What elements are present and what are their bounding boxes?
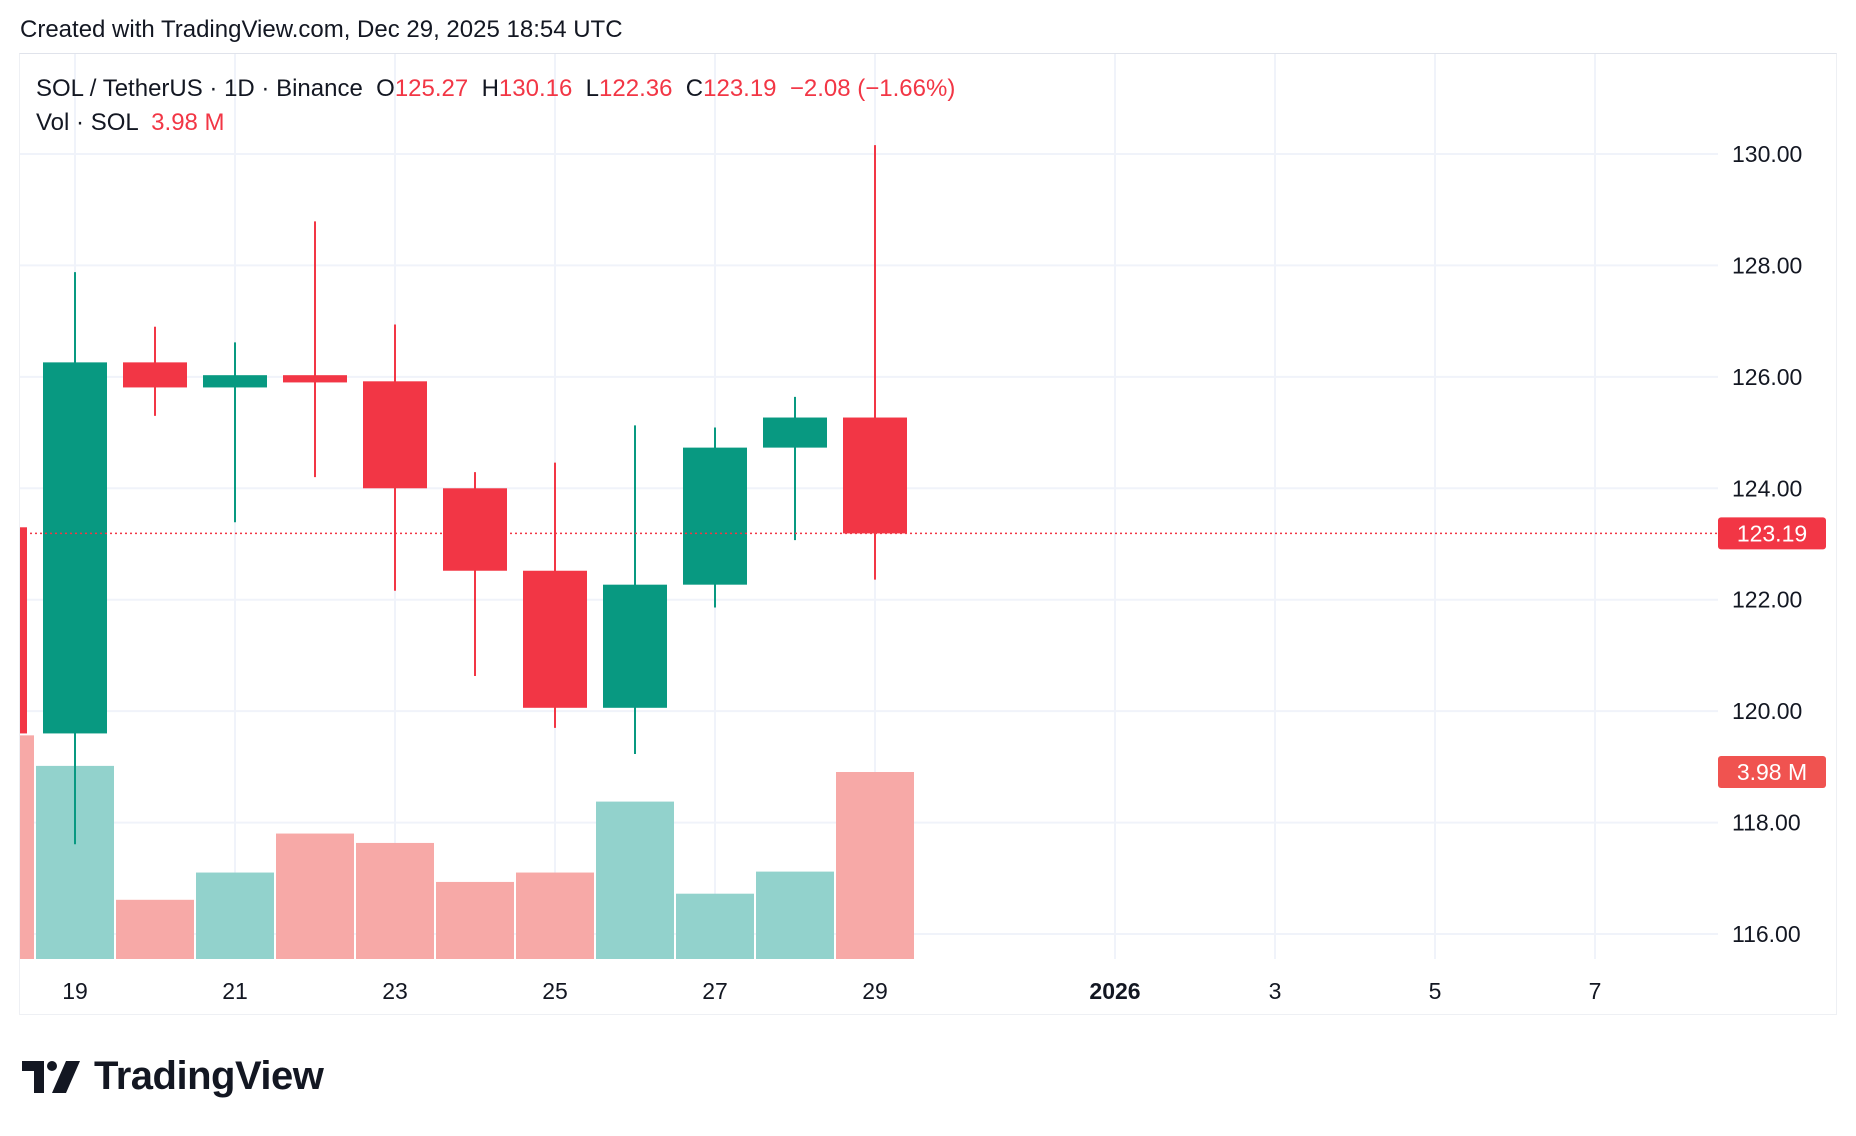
time-tick-label: 3 — [1269, 978, 1282, 1004]
time-tick-label: 21 — [222, 978, 248, 1004]
price-tick-label: 118.00 — [1732, 810, 1801, 836]
volume-bar — [196, 872, 274, 959]
last-volume-badge-text: 3.98 M — [1737, 759, 1807, 785]
time-tick-label: 19 — [62, 978, 88, 1004]
time-tick-label: 5 — [1429, 978, 1442, 1004]
candle-body — [443, 488, 507, 571]
legend-symbol[interactable]: SOL / TetherUS · 1D · Binance — [36, 75, 363, 102]
volume-bar — [276, 833, 354, 959]
time-axis[interactable]: 19 21 23 25 27 29 2026 3 5 7 — [62, 978, 1601, 1004]
candle-body — [43, 362, 107, 734]
volume-bar — [356, 842, 434, 959]
legend-volume: 3.98 M — [151, 109, 225, 136]
tradingview-logo[interactable]: TradingView — [22, 1054, 324, 1099]
candle-body — [523, 570, 587, 708]
candle-body — [763, 417, 827, 448]
legend-close-label: C — [685, 75, 704, 102]
volume-bar — [20, 735, 34, 959]
legend-low-label: L — [585, 75, 600, 102]
chart-frame — [19, 53, 1837, 1015]
volume-bar — [516, 872, 594, 959]
legend-close: 123.19 — [703, 75, 777, 102]
volume-bar — [116, 899, 194, 959]
candle-body — [603, 584, 667, 708]
volume-bar — [756, 871, 834, 959]
price-tick-label: 122.00 — [1732, 587, 1802, 613]
volume-bar — [836, 772, 914, 959]
price-tick-label: 128.00 — [1732, 252, 1802, 278]
legend-change: −2.08 (−1.66%) — [789, 75, 956, 102]
created-with-caption: Created with TradingView.com, Dec 29, 20… — [20, 16, 623, 43]
time-tick-label: 27 — [702, 978, 728, 1004]
volume-bar — [596, 801, 674, 959]
candle-body — [843, 417, 907, 534]
time-tick-label: 2026 — [1089, 978, 1140, 1004]
legend-price-row: SOL / TetherUS · 1D · Binance O125.27 H1… — [36, 72, 955, 106]
candle-body — [123, 362, 187, 388]
volume-bars — [20, 735, 914, 959]
time-tick-label: 23 — [382, 978, 408, 1004]
legend-volume-row: Vol · SOL 3.98 M — [36, 106, 955, 140]
last-price-badge — [1718, 517, 1826, 550]
price-tick-label: 126.00 — [1732, 364, 1802, 390]
price-axis[interactable]: 116.00 118.00 120.00 122.00 124.00 126.00 128.… — [1732, 141, 1802, 947]
legend-open-label: O — [376, 75, 395, 102]
axis-badges: 123.19 3.98 M — [1718, 517, 1826, 788]
tradingview-logo-icon — [22, 1060, 80, 1093]
candle-body — [203, 375, 267, 388]
candle-body — [683, 447, 747, 585]
legend-volume-label[interactable]: Vol · SOL — [36, 109, 138, 136]
candle-body — [283, 375, 347, 383]
volume-bar — [436, 881, 514, 959]
legend-open: 125.27 — [394, 75, 469, 102]
price-tick-label: 130.00 — [1732, 141, 1802, 167]
chart-legend: SOL / TetherUS · 1D · Binance O125.27 H1… — [36, 72, 955, 140]
time-tick-label: 25 — [542, 978, 568, 1004]
last-price-badge-text: 123.19 — [1737, 520, 1807, 546]
price-tick-label: 124.00 — [1732, 475, 1802, 501]
candle-body — [363, 381, 427, 489]
legend-high: 130.16 — [498, 75, 573, 102]
last-volume-badge — [1718, 756, 1826, 788]
volume-bar — [676, 893, 754, 959]
price-tick-label: 120.00 — [1732, 698, 1802, 724]
candles — [20, 145, 907, 845]
legend-low: 122.36 — [599, 75, 673, 102]
legend-high-label: H — [481, 75, 499, 102]
time-tick-label: 7 — [1589, 978, 1602, 1004]
price-tick-label: 116.00 — [1732, 921, 1801, 947]
time-tick-label: 29 — [862, 978, 888, 1004]
candle-body — [20, 527, 27, 734]
tradingview-logo-text: TradingView — [94, 1054, 324, 1098]
